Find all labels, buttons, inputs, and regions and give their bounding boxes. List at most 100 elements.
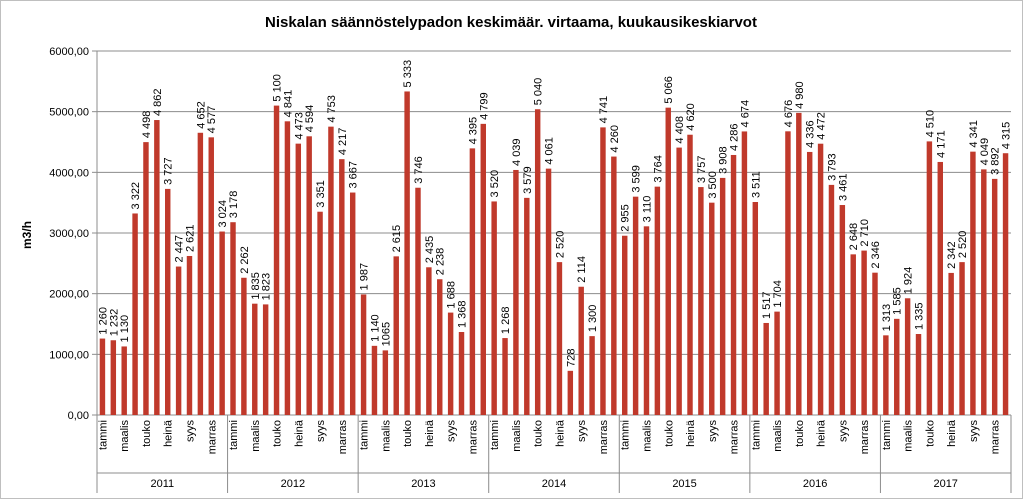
data-label: 4 980 [794, 81, 806, 109]
data-label: 4 799 [478, 92, 490, 120]
bar [578, 286, 584, 415]
bar [567, 370, 574, 415]
data-label: 2 346 [870, 241, 882, 269]
data-label: 2 520 [554, 231, 566, 259]
bar [197, 132, 204, 415]
bar [937, 161, 943, 415]
data-label: 4 286 [729, 123, 741, 151]
month-label: tammi [228, 420, 240, 450]
bar [959, 262, 965, 415]
bar [991, 178, 998, 415]
data-label: 4 862 [152, 89, 164, 117]
month-label: maalis [511, 420, 523, 452]
bar [915, 334, 922, 415]
bar [741, 131, 748, 415]
month-label: touko [402, 420, 414, 447]
data-label: 1 924 [903, 267, 915, 295]
bar [175, 266, 182, 415]
data-label: 2 520 [957, 231, 969, 259]
bar [252, 303, 258, 415]
month-label: maalis [250, 420, 262, 452]
month-label: heinä [163, 419, 175, 447]
y-tick-label: 4000,00 [49, 167, 89, 179]
month-label: tammi [750, 420, 762, 450]
data-label: 3 511 [750, 171, 762, 198]
data-label: 5 040 [533, 78, 545, 106]
bar [926, 141, 933, 415]
bar [295, 143, 302, 415]
year-label: 2011 [150, 478, 174, 490]
data-label: 4 341 [968, 120, 980, 148]
data-label: 3 500 [707, 171, 719, 199]
bar [861, 250, 867, 415]
data-label: 3 579 [522, 166, 534, 194]
data-label: 1 368 [457, 300, 469, 328]
bar [491, 201, 497, 415]
month-label: syys [707, 420, 719, 443]
month-label: marras [729, 420, 741, 455]
bar [730, 154, 737, 416]
month-label: touko [794, 420, 806, 447]
data-label: 3 520 [489, 170, 501, 198]
bar [534, 109, 541, 416]
month-label: tammi [489, 420, 501, 450]
data-label: 2 114 [576, 256, 588, 283]
bar [676, 147, 682, 415]
month-label: syys [184, 420, 196, 443]
bar [709, 202, 715, 415]
bar [404, 91, 410, 416]
data-label: 1 987 [359, 263, 371, 291]
bar [774, 311, 780, 415]
data-label: 4 652 [195, 101, 207, 129]
month-label: maalis [119, 420, 131, 452]
data-label: 4 741 [598, 96, 610, 124]
bar [524, 197, 530, 415]
year-label: 2017 [933, 478, 957, 490]
month-label: touko [924, 420, 936, 447]
data-label: 5 066 [663, 76, 675, 104]
data-label: 3 746 [413, 156, 425, 184]
y-axis-label: m3/h [20, 221, 34, 249]
month-label: heinä [293, 419, 305, 447]
bar [165, 188, 171, 415]
bar [328, 126, 334, 416]
bar [796, 112, 802, 415]
data-label: 1 335 [914, 302, 926, 330]
y-tick-label: 1000,00 [49, 349, 89, 361]
bar [371, 345, 378, 415]
data-label: 4 408 [674, 116, 686, 144]
data-label: 3 764 [652, 155, 664, 183]
bar [317, 211, 323, 415]
year-label: 2016 [803, 478, 827, 490]
bar [545, 168, 552, 415]
month-label: maalis [772, 420, 784, 452]
bar [132, 213, 138, 415]
bar [883, 335, 889, 415]
bar [806, 151, 813, 415]
bar [654, 186, 661, 415]
bar [643, 226, 650, 415]
bar [850, 254, 856, 415]
x-axis-labels: tammi maalis touko heinä syys marras 2011 tammi… [96, 415, 1012, 493]
bar [143, 142, 149, 415]
data-label: 2 615 [391, 225, 403, 253]
data-label: 4 315 [1001, 122, 1013, 150]
data-label: 1 268 [500, 307, 512, 335]
bar [502, 338, 508, 415]
data-label: 2 447 [174, 235, 186, 263]
bar [719, 177, 726, 415]
month-label: syys [576, 420, 588, 443]
data-label: 1 585 [892, 287, 904, 315]
data-label: 4 620 [685, 103, 697, 131]
data-label: 2 710 [859, 219, 871, 247]
bar [437, 279, 443, 415]
data-label: 3 727 [163, 157, 175, 185]
bar [785, 131, 791, 415]
bar [1002, 153, 1009, 415]
bar [339, 159, 345, 415]
data-label: 4 498 [141, 111, 153, 139]
y-tick-label: 3000,00 [49, 228, 89, 240]
bar [426, 267, 432, 415]
bar [99, 338, 106, 415]
bar [458, 332, 465, 415]
